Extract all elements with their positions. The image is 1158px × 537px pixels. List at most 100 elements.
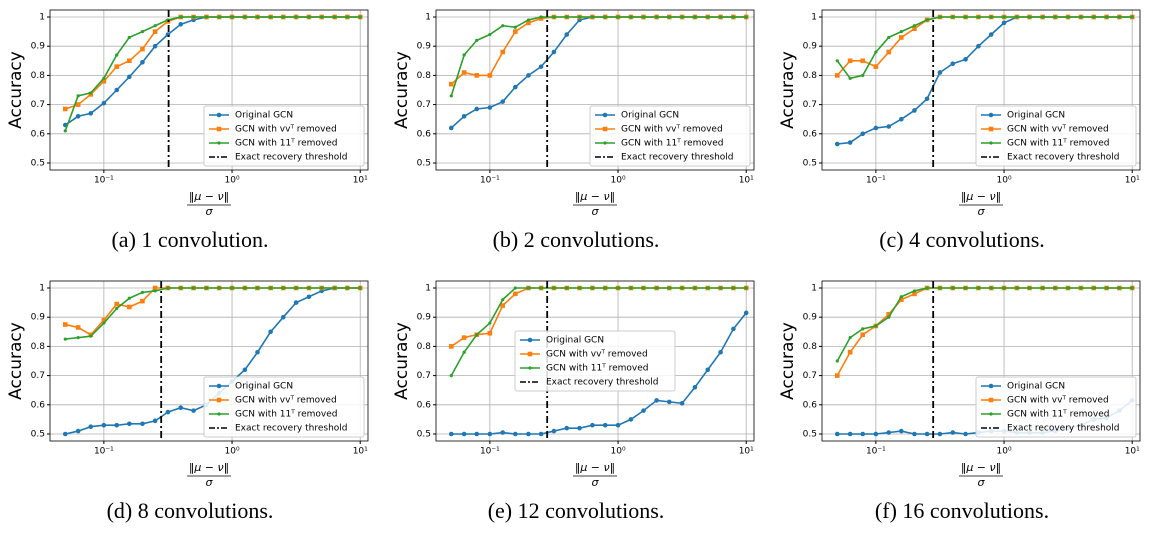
y-tick-label: 0.5 — [803, 429, 817, 439]
marker — [448, 125, 454, 131]
marker — [204, 15, 209, 19]
marker — [332, 286, 337, 290]
marker — [63, 129, 67, 133]
marker — [89, 91, 93, 95]
marker — [513, 84, 518, 90]
marker — [629, 15, 633, 19]
series-line — [836, 16, 1133, 80]
marker — [654, 398, 659, 403]
marker — [474, 431, 480, 437]
x-tick-label: 10¹ — [1125, 447, 1140, 457]
marker — [320, 15, 324, 19]
marker — [62, 322, 68, 327]
marker — [475, 38, 479, 42]
y-axis-label: Accuracy — [6, 51, 26, 129]
x-label-denominator: σ — [206, 476, 214, 489]
marker — [191, 286, 196, 290]
x-tick-label: 10⁰ — [997, 176, 1012, 186]
subplot: 0.5 0.6 0.7 0.8 0.9 1 10⁻¹ 10⁰ 10¹ Accuracy ‖μ − ν… — [778, 280, 1141, 523]
marker — [692, 384, 698, 390]
marker — [1053, 15, 1057, 19]
plot-frame — [49, 280, 369, 442]
y-axis-label: Accuracy — [392, 322, 412, 400]
marker — [705, 367, 711, 373]
marker — [899, 30, 903, 34]
legend-marker — [216, 126, 222, 132]
plot-frame — [435, 280, 755, 442]
marker — [860, 332, 866, 338]
marker — [127, 74, 132, 80]
x-tick-label: 10⁻¹ — [94, 176, 114, 186]
y-tick-label: 0.7 — [417, 100, 431, 110]
y-tick-label: 0.6 — [417, 400, 432, 410]
marker — [577, 425, 582, 431]
legend-marker — [216, 112, 222, 118]
marker — [488, 321, 492, 325]
marker — [488, 32, 492, 37]
marker — [590, 286, 595, 290]
y-tick-label: 0.6 — [31, 129, 46, 139]
marker — [526, 286, 531, 290]
marker — [564, 32, 570, 37]
x-tick-label: 10¹ — [739, 447, 754, 457]
series-line — [836, 287, 1133, 376]
marker — [666, 399, 672, 405]
y-tick-label: 0.5 — [803, 158, 817, 168]
y-tick-label: 0.9 — [417, 313, 432, 323]
legend-marker — [528, 366, 532, 370]
marker — [230, 15, 234, 19]
marker — [539, 286, 543, 290]
marker — [847, 349, 853, 355]
marker — [500, 99, 506, 104]
plot-frame — [821, 9, 1141, 171]
marker — [1092, 15, 1096, 19]
marker — [976, 15, 981, 19]
legend-marker — [527, 351, 533, 357]
marker — [951, 15, 955, 19]
marker — [345, 15, 349, 19]
legend-marker — [527, 337, 533, 343]
marker — [680, 286, 684, 290]
marker — [462, 53, 466, 57]
marker — [899, 295, 903, 299]
marker — [950, 430, 956, 435]
x-tick-label: 10⁻¹ — [480, 176, 500, 186]
marker — [641, 286, 646, 290]
marker — [1002, 15, 1006, 19]
plot-frame — [821, 280, 1141, 442]
marker — [281, 286, 285, 290]
legend-marker — [989, 141, 993, 145]
marker — [848, 76, 852, 80]
x-tick-label: 10⁰ — [611, 176, 626, 186]
marker — [731, 326, 736, 332]
marker — [989, 286, 993, 290]
legend-box — [203, 105, 365, 167]
marker — [539, 15, 543, 19]
y-tick-label: 0.8 — [417, 71, 432, 81]
marker — [835, 59, 839, 63]
caption: (e) 12 convolutions. — [488, 498, 665, 523]
marker — [693, 286, 697, 290]
marker — [307, 286, 311, 290]
marker — [127, 58, 132, 64]
marker — [860, 58, 866, 64]
y-tick-label: 0.9 — [417, 42, 432, 52]
y-tick-label: 0.7 — [417, 371, 431, 381]
marker — [165, 409, 171, 415]
marker — [551, 428, 557, 434]
marker — [899, 116, 904, 122]
y-tick-label: 0.5 — [31, 429, 45, 439]
caption: (c) 4 convolutions. — [879, 227, 1045, 252]
legend-label: GCN with vvᵀ removed — [235, 396, 337, 406]
series-line — [450, 16, 747, 97]
y-tick-label: 0.6 — [417, 129, 432, 139]
x-tick-label: 10¹ — [1125, 176, 1140, 186]
marker — [114, 64, 120, 69]
marker — [590, 422, 595, 428]
marker — [577, 286, 582, 290]
legend-label: GCN with vvᵀ removed — [1007, 125, 1109, 135]
marker — [140, 30, 145, 34]
y-tick-label: 1 — [811, 284, 817, 294]
marker — [847, 58, 853, 64]
